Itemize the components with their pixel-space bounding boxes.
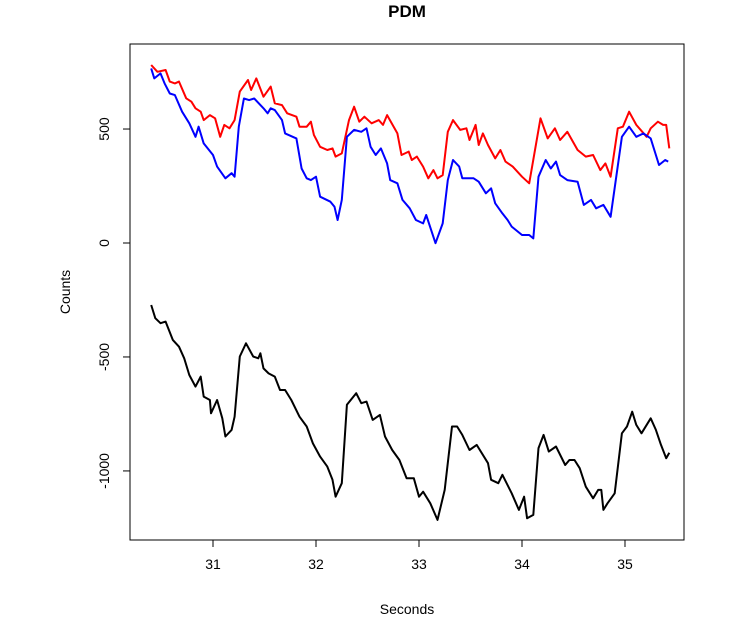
y-tick-label: -1000 (96, 453, 112, 489)
x-axis: 31 32 33 34 35 (205, 539, 633, 572)
x-tick-label: 31 (205, 556, 221, 572)
series-line-2 (150, 304, 671, 521)
y-axis-title: Counts (57, 270, 73, 314)
x-tick-label: 33 (411, 556, 427, 572)
series-line-0 (150, 64, 671, 185)
y-tick-label: -500 (96, 343, 112, 371)
y-tick-label: 0 (96, 239, 112, 247)
series-line-1 (150, 68, 669, 245)
series-layer (150, 64, 671, 521)
y-tick-label: 500 (96, 117, 112, 141)
x-axis-title: Seconds (380, 601, 434, 617)
y-axis: -1000 -500 0 500 (96, 117, 131, 489)
plot-frame (129, 43, 685, 541)
x-tick-label: 35 (617, 556, 633, 572)
x-tick-label: 34 (514, 556, 530, 572)
x-tick-label: 32 (308, 556, 324, 572)
chart-title: PDM (388, 2, 426, 21)
